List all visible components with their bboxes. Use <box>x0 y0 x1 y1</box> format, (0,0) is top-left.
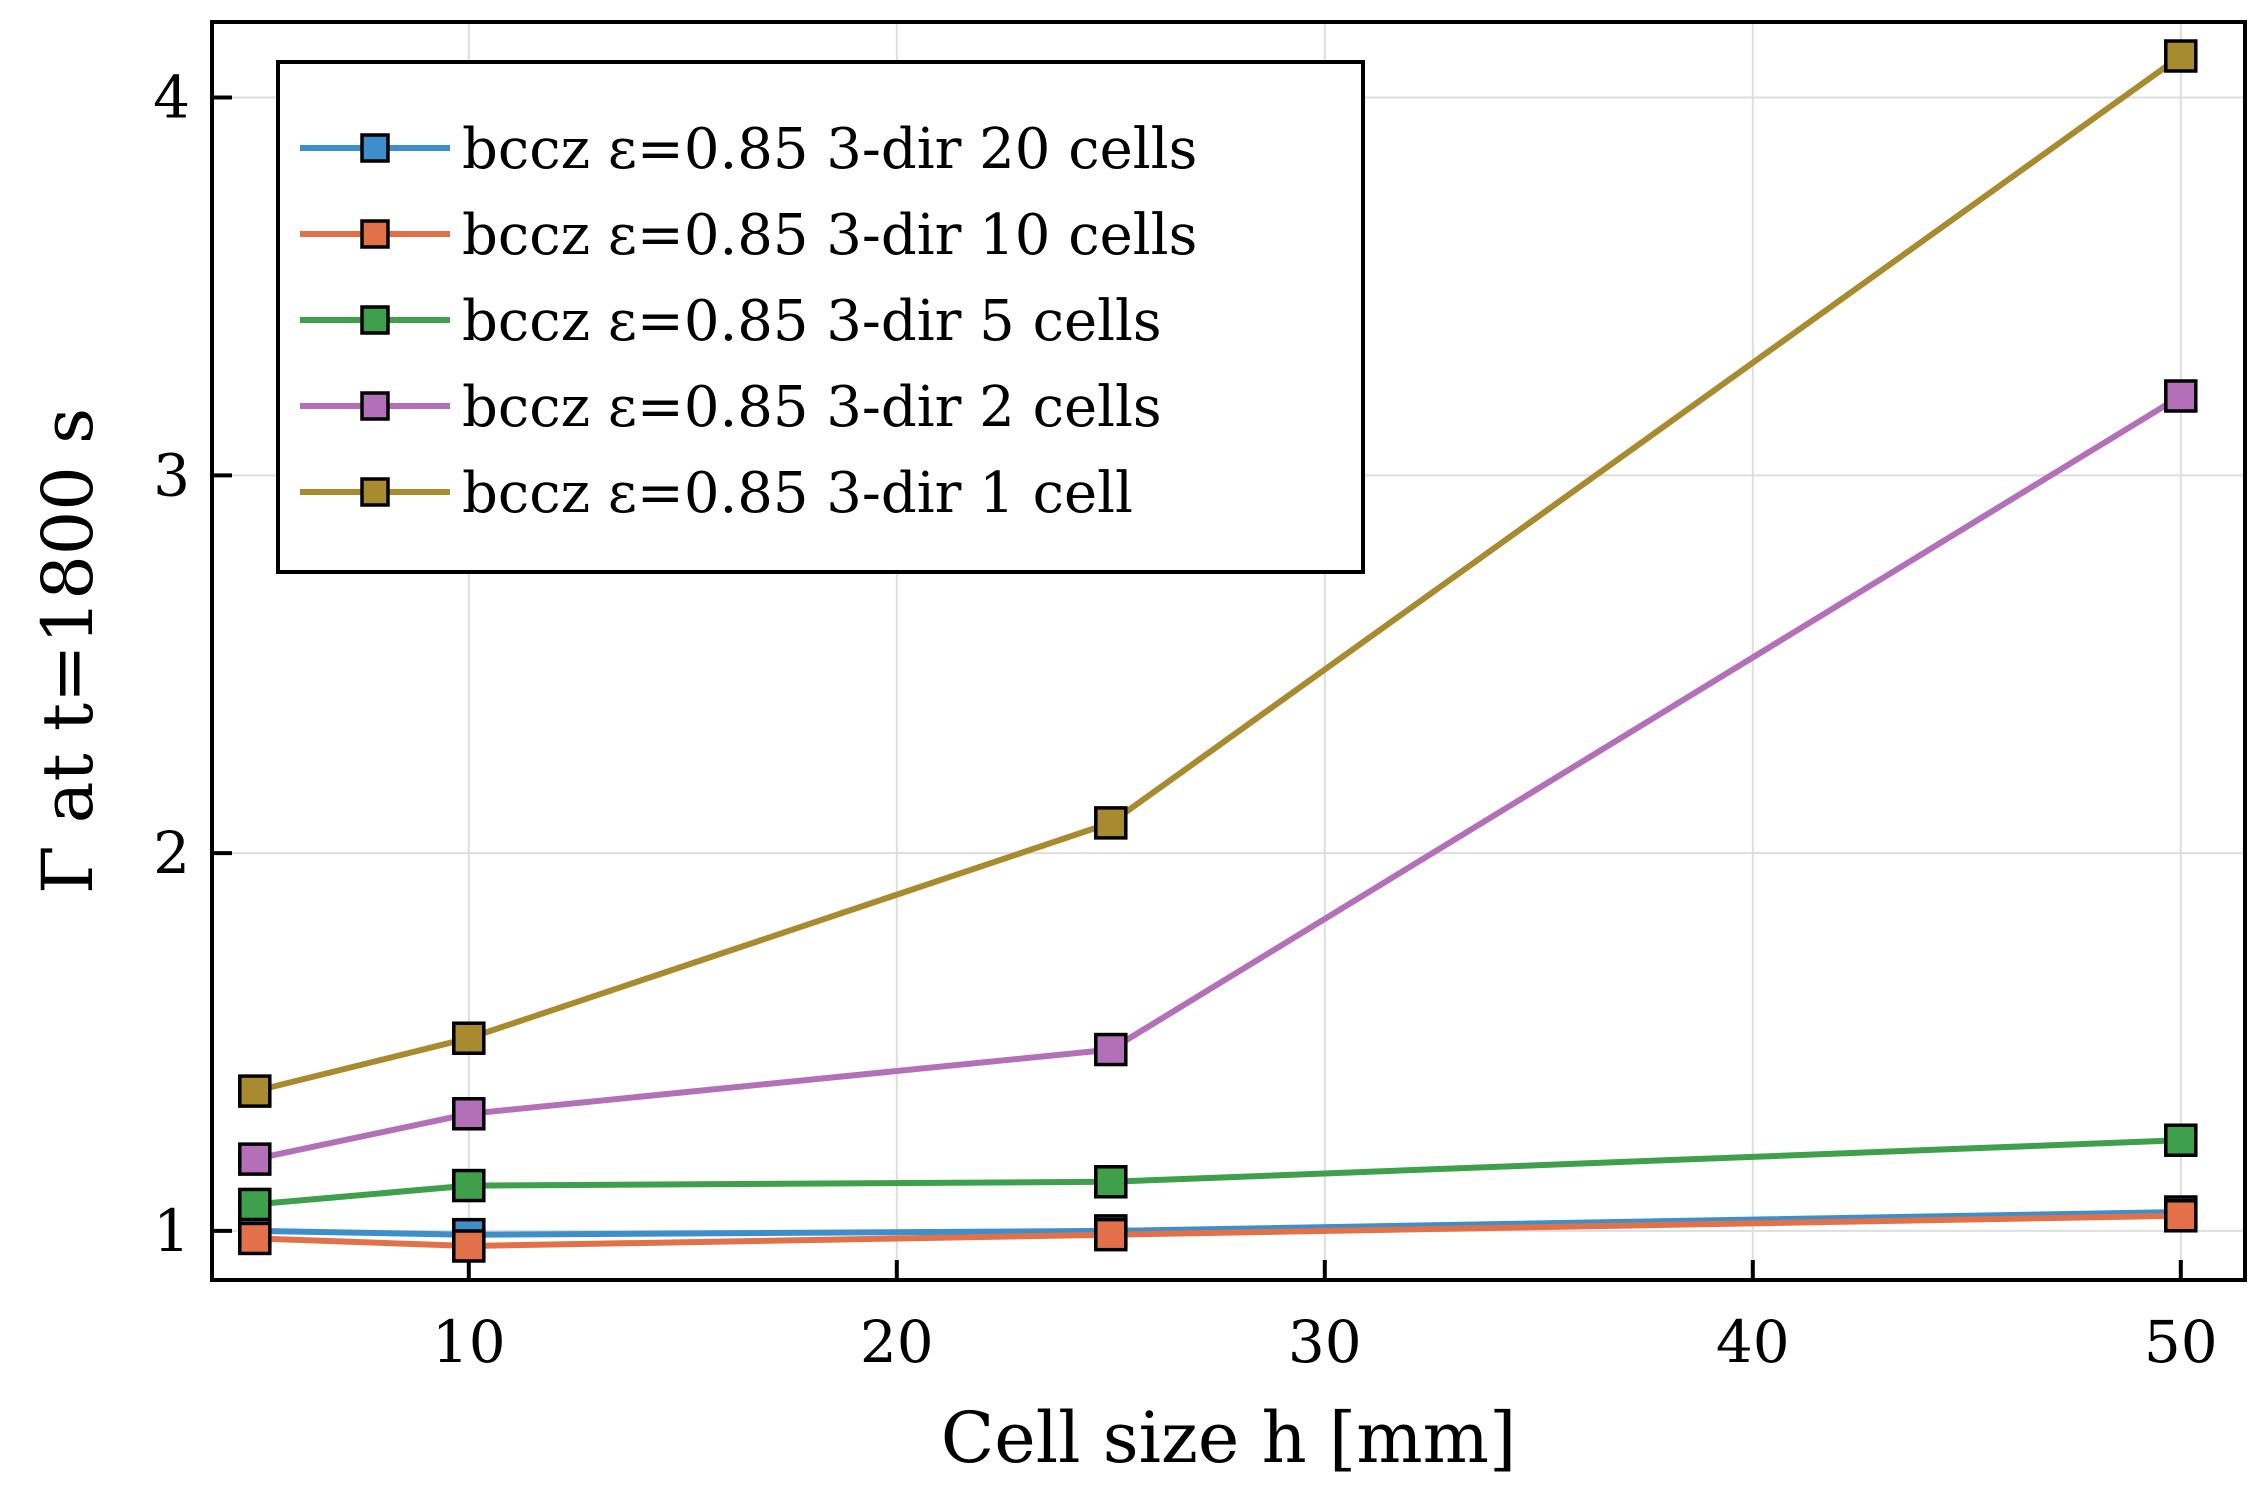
legend-label: bccz ε=0.85 3-dir 2 cells <box>462 375 1162 440</box>
series-layer <box>238 39 2198 1263</box>
series-5 <box>238 39 2198 1108</box>
y-tick-label: 4 <box>153 64 190 132</box>
data-point <box>238 1187 272 1222</box>
legend-label: bccz ε=0.85 3-dir 10 cells <box>462 203 1197 268</box>
series-2 <box>238 1199 2198 1263</box>
series-line <box>254 1137 2181 1208</box>
data-point <box>2164 1123 2198 1157</box>
y-tick-label: 1 <box>153 1197 190 1265</box>
legend-label: bccz ε=0.85 3-dir 5 cells <box>462 289 1162 354</box>
series-line <box>254 393 2183 1163</box>
axis-ticks: 10 20 30 40 50 1 2 3 4 <box>153 64 2218 1376</box>
legend-swatch-marker <box>360 133 390 163</box>
series-3 <box>238 1123 2198 1222</box>
x-tick-label: 50 <box>2144 1308 2218 1376</box>
legend-swatch-marker <box>360 391 390 421</box>
plot-frame <box>210 20 2247 1282</box>
x-tick-label: 30 <box>1288 1308 1362 1376</box>
y-tick-label: 2 <box>153 819 190 887</box>
y-axis-title: Γ at t=1800 s <box>27 408 109 894</box>
legend-label: bccz ε=0.85 3-dir 1 cell <box>462 461 1133 526</box>
data-point <box>2164 39 2198 73</box>
series-4 <box>238 379 2198 1176</box>
data-point <box>2164 379 2198 413</box>
series-line <box>254 1212 2181 1249</box>
data-point <box>452 1021 486 1055</box>
legend-label: bccz ε=0.85 3-dir 20 cells <box>462 117 1197 182</box>
data-point <box>452 1097 486 1131</box>
data-point <box>238 1221 272 1256</box>
data-point <box>1094 806 1128 840</box>
legend-swatch-marker <box>360 477 390 507</box>
data-point <box>1094 1165 1128 1199</box>
series-line <box>254 1209 2181 1238</box>
data-point <box>2164 1199 2198 1233</box>
x-tick-label: 40 <box>1716 1308 1790 1376</box>
x-axis-title: Cell size h [mm] <box>941 1397 1517 1479</box>
legend-swatch-marker <box>360 219 390 249</box>
legend: bccz ε=0.85 3-dir 20 cells bccz ε=0.85 3-… <box>276 60 1365 574</box>
y-tick-label: 3 <box>153 441 190 509</box>
legend-swatch-marker <box>360 305 390 335</box>
legend-box <box>276 60 1365 574</box>
data-point <box>238 1074 272 1108</box>
data-point <box>1094 1032 1128 1067</box>
x-tick-label: 20 <box>860 1308 934 1376</box>
data-point <box>452 1168 486 1203</box>
x-tick-label: 10 <box>432 1308 506 1376</box>
data-point <box>238 1142 272 1176</box>
series-line <box>254 53 2183 1095</box>
data-point <box>452 1229 486 1263</box>
data-point <box>1094 1217 1128 1252</box>
